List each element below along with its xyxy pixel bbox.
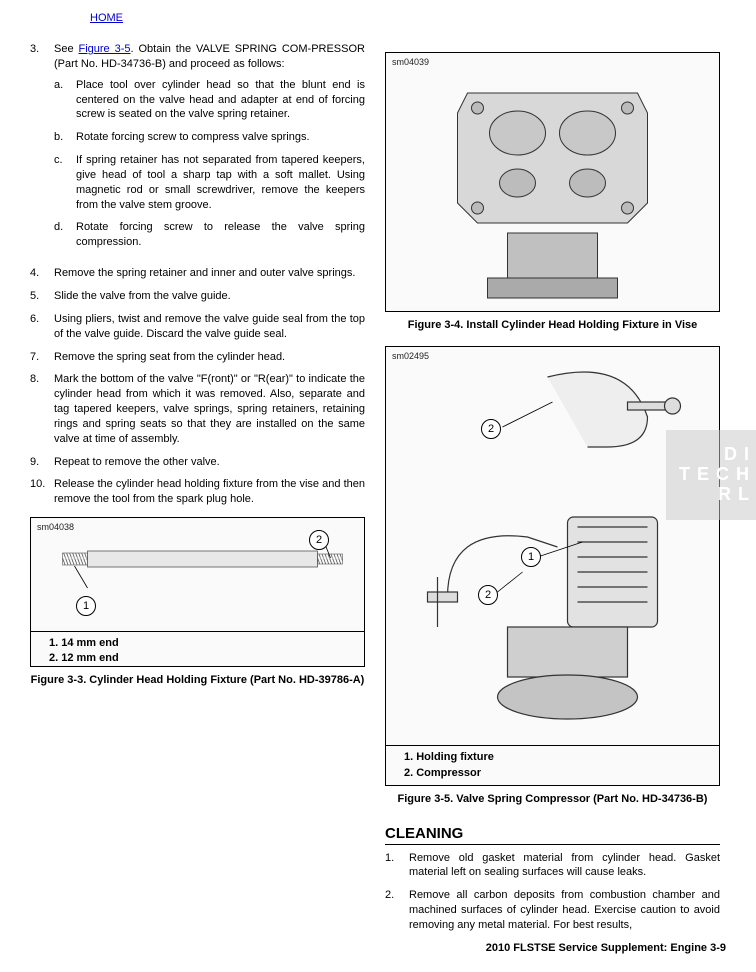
step-7: 7.Remove the spring seat from the cylind… <box>30 350 365 365</box>
content-columns: 3. See Figure 3-5. Obtain the VALVE SPRI… <box>30 42 726 941</box>
step-number: 10. <box>30 477 54 507</box>
figure-3-5-caption: Figure 3-5. Valve Spring Compressor (Par… <box>385 792 720 806</box>
step-text: Mark the bottom of the valve "F(ront)" o… <box>54 372 365 446</box>
step-text: Slide the valve from the valve guide. <box>54 289 365 304</box>
substep-d: d.Rotate forcing screw to release the va… <box>54 220 365 250</box>
step-4: 4.Remove the spring retainer and inner a… <box>30 266 365 281</box>
cleaning-heading: CLEANING <box>385 825 720 845</box>
step-number: 9. <box>30 455 54 470</box>
substep-text: Place tool over cylinder head so that th… <box>76 78 365 123</box>
figure-3-3: sm04038 1 2 1. 14 mm end 2. 12 mm end <box>30 517 365 667</box>
step-text: Remove all carbon deposits from combusti… <box>409 888 720 933</box>
substep-text: Rotate forcing screw to release the valv… <box>76 220 365 250</box>
step-text: Release the cylinder head holding fixtur… <box>54 477 365 507</box>
step-body: See Figure 3-5. Obtain the VALVE SPRING … <box>54 42 365 258</box>
legend-item: 1. Holding fixture <box>404 750 709 765</box>
cylinder-head-vise-illustration <box>386 53 719 303</box>
substep-letter: c. <box>54 153 76 212</box>
procedure-list: 3. See Figure 3-5. Obtain the VALVE SPRI… <box>30 42 365 507</box>
figure-id: sm04038 <box>37 522 74 532</box>
figure-3-4-caption: Figure 3-4. Install Cylinder Head Holdin… <box>385 318 720 332</box>
substep-c: c.If spring retainer has not separated f… <box>54 153 365 212</box>
step-number: 8. <box>30 372 54 446</box>
substep-a: a.Place tool over cylinder head so that … <box>54 78 365 123</box>
callout-2: 2 <box>309 530 329 550</box>
figure-3-4: sm04039 <box>385 52 720 312</box>
legend-item: 2. 12 mm end <box>49 651 354 666</box>
substep-text: If spring retainer has not separated fro… <box>76 153 365 212</box>
step-number: 2. <box>385 888 409 933</box>
legend-item: 1. 14 mm end <box>49 636 354 651</box>
step-number: 4. <box>30 266 54 281</box>
step-3: 3. See Figure 3-5. Obtain the VALVE SPRI… <box>30 42 365 258</box>
step-text: Repeat to remove the other valve. <box>54 455 365 470</box>
figure-3-5-link[interactable]: Figure 3-5 <box>79 43 131 55</box>
step-5: 5.Slide the valve from the valve guide. <box>30 289 365 304</box>
figure-id: sm02495 <box>392 351 429 361</box>
step-number: 3. <box>30 42 54 258</box>
sub-steps: a.Place tool over cylinder head so that … <box>54 78 365 250</box>
figure-legend: 1. Holding fixture 2. Compressor <box>386 745 719 787</box>
callout-1: 1 <box>76 596 96 616</box>
valve-spring-compressor-illustration <box>386 347 719 742</box>
step-10: 10.Release the cylinder head holding fix… <box>30 477 365 507</box>
figure-3-3-caption: Figure 3-3. Cylinder Head Holding Fixtur… <box>30 673 365 687</box>
substep-letter: b. <box>54 130 76 145</box>
substep-letter: a. <box>54 78 76 123</box>
step-text: Using pliers, twist and remove the valve… <box>54 312 365 342</box>
cleaning-list: 1.Remove old gasket material from cylind… <box>385 851 720 933</box>
step-6: 6.Using pliers, twist and remove the val… <box>30 312 365 342</box>
step-number: 1. <box>385 851 409 881</box>
watermark-line: D I <box>724 445 750 465</box>
substep-text: Rotate forcing screw to compress valve s… <box>76 130 365 145</box>
step-number: 5. <box>30 289 54 304</box>
substep-letter: d. <box>54 220 76 250</box>
step-text: Remove old gasket material from cylinder… <box>409 851 720 881</box>
cleaning-step-2: 2.Remove all carbon deposits from combus… <box>385 888 720 933</box>
step-8: 8.Mark the bottom of the valve "F(ront)"… <box>30 372 365 446</box>
figure-legend: 1. 14 mm end 2. 12 mm end <box>31 631 364 673</box>
step-number: 7. <box>30 350 54 365</box>
step-9: 9.Repeat to remove the other valve. <box>30 455 365 470</box>
page-footer: 2010 FLSTSE Service Supplement: Engine 3… <box>486 942 726 954</box>
figure-3-5: sm02495 <box>385 346 720 786</box>
step-text: Remove the spring retainer and inner and… <box>54 266 365 281</box>
step-text: Remove the spring seat from the cylinder… <box>54 350 365 365</box>
figure-id: sm04039 <box>392 57 429 67</box>
step-text-pre: See <box>54 43 79 55</box>
right-column: sm04039 Figure 3-4. Install Cylinder Hea… <box>385 42 720 941</box>
left-column: 3. See Figure 3-5. Obtain the VALVE SPRI… <box>30 42 365 941</box>
substep-b: b.Rotate forcing screw to compress valve… <box>54 130 365 145</box>
cleaning-step-1: 1.Remove old gasket material from cylind… <box>385 851 720 881</box>
step-number: 6. <box>30 312 54 342</box>
home-link[interactable]: HOME <box>90 12 123 24</box>
legend-item: 2. Compressor <box>404 766 709 781</box>
